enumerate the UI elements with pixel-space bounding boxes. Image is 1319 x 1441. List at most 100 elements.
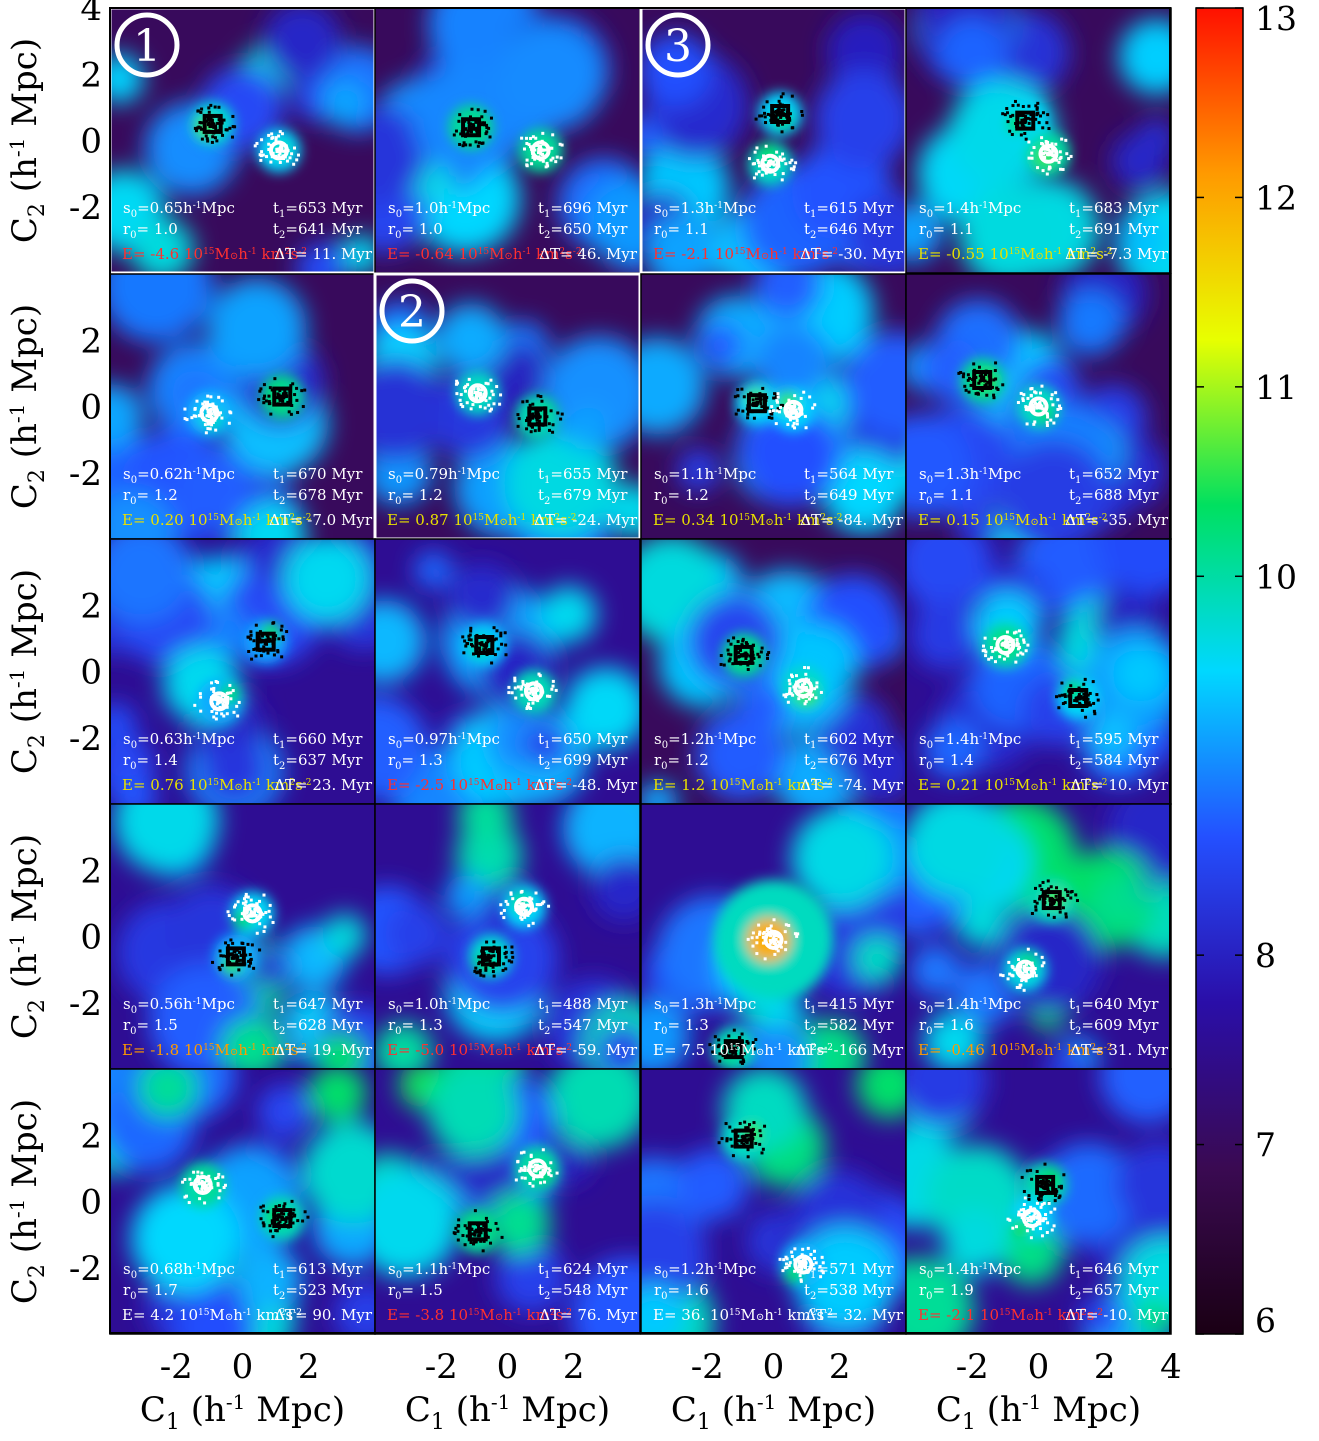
white-particle: [537, 903, 540, 906]
black-particle: [259, 387, 262, 390]
black-particle: [267, 395, 270, 398]
black-particle: [1014, 100, 1017, 103]
density-blob: [283, 535, 370, 622]
black-particle: [772, 397, 775, 400]
white-particle: [1040, 1206, 1043, 1209]
white-particle: [532, 687, 535, 690]
panel-6: s0=0.79h-1Mpcr0= 1.2t1=655 Myrt2=679 Myr…: [345, 274, 663, 581]
white-particle: [1059, 407, 1062, 410]
black-particle: [494, 653, 497, 656]
black-particle: [764, 115, 767, 118]
white-particle: [982, 645, 985, 648]
black-particle: [249, 637, 252, 640]
black-particle: [200, 108, 203, 111]
black-particle: [962, 375, 965, 378]
white-particle: [509, 891, 512, 894]
black-particle: [276, 649, 279, 652]
density-map: s0=1.3h-1Mpcr0= 1.1t1=652 Myrt2=688 MyrE…: [867, 251, 1171, 568]
t2-label: t2=699 Myr: [538, 751, 628, 772]
density-blob: [207, 278, 307, 378]
density-blob: [814, 69, 914, 169]
black-particle: [1001, 383, 1004, 386]
white-particle: [459, 399, 462, 402]
white-particle: [527, 924, 530, 927]
white-particle: [1017, 1213, 1020, 1216]
white-particle: [517, 685, 520, 688]
black-particle: [218, 966, 221, 969]
white-particle: [993, 637, 996, 640]
white-particle: [260, 150, 263, 153]
white-particle: [1023, 989, 1026, 992]
black-particle: [1097, 699, 1100, 702]
black-particle: [492, 970, 495, 973]
black-particle: [489, 1242, 492, 1245]
white-particle: [466, 401, 469, 404]
black-particle: [272, 621, 275, 624]
black-particle: [518, 417, 521, 420]
white-particle: [228, 914, 231, 917]
white-particle: [1027, 948, 1030, 951]
white-particle: [1065, 152, 1068, 155]
white-particle: [229, 697, 232, 700]
black-particle: [1064, 912, 1067, 915]
black-particle: [739, 1061, 742, 1064]
black-particle: [456, 1230, 459, 1233]
white-particle: [210, 423, 213, 426]
white-particle: [1042, 169, 1045, 172]
black-particle: [260, 654, 263, 657]
white-particle: [1015, 1225, 1018, 1228]
panel-3: s0=1.3h-1Mpcr0= 1.1t1=615 Myrt2=646 MyrE…: [624, 8, 935, 295]
white-particle: [205, 431, 208, 434]
white-particle: [514, 697, 517, 700]
black-particle: [493, 626, 496, 629]
black-particle: [1055, 1190, 1058, 1193]
black-particle: [1045, 121, 1048, 124]
white-particle: [460, 393, 463, 396]
white-particle: [1034, 953, 1037, 956]
white-particle: [1026, 397, 1029, 400]
x-tick-label: 0: [497, 1347, 519, 1387]
black-particle: [296, 1219, 299, 1222]
s0-label: s0=0.62h-1Mpc: [123, 465, 235, 486]
black-particle: [994, 361, 997, 364]
white-particle: [784, 930, 787, 933]
white-particle: [297, 154, 300, 157]
white-particle: [1070, 155, 1073, 158]
white-particle: [495, 385, 498, 388]
white-particle: [290, 152, 293, 155]
white-particle: [1046, 141, 1049, 144]
black-particle: [477, 962, 480, 965]
delta-t-label: ΔT= 23. Myr: [274, 776, 373, 794]
white-particle: [769, 939, 772, 942]
black-particle: [965, 389, 968, 392]
white-particle: [188, 1178, 191, 1181]
black-particle: [759, 664, 762, 667]
black-particle: [732, 636, 735, 639]
black-particle: [492, 954, 495, 957]
white-particle: [1029, 387, 1032, 390]
black-particle: [738, 1036, 741, 1039]
white-particle: [807, 1247, 810, 1250]
white-particle: [184, 417, 187, 420]
black-particle: [484, 110, 487, 113]
white-particle: [770, 405, 773, 408]
white-particle: [215, 717, 218, 720]
white-particle: [1054, 391, 1057, 394]
black-particle: [472, 1233, 475, 1236]
white-particle: [217, 1184, 220, 1187]
white-particle: [990, 646, 993, 649]
s0-label: s0=0.97h-1Mpc: [388, 730, 500, 751]
black-particle: [230, 974, 233, 977]
black-particle: [753, 417, 756, 420]
white-particle: [541, 153, 544, 156]
black-particle: [1069, 684, 1072, 687]
black-particle: [471, 644, 474, 647]
y-tick-label: -2: [69, 454, 102, 494]
black-particle: [728, 659, 731, 662]
black-particle: [209, 125, 212, 128]
white-particle: [1046, 153, 1049, 156]
black-particle: [291, 1200, 294, 1203]
black-particle: [454, 1227, 457, 1230]
white-particle: [1039, 401, 1042, 404]
density-map: s0=0.65h-1Mpcr0= 1.0t1=653 Myrt2=641 Myr…: [82, 2, 401, 293]
